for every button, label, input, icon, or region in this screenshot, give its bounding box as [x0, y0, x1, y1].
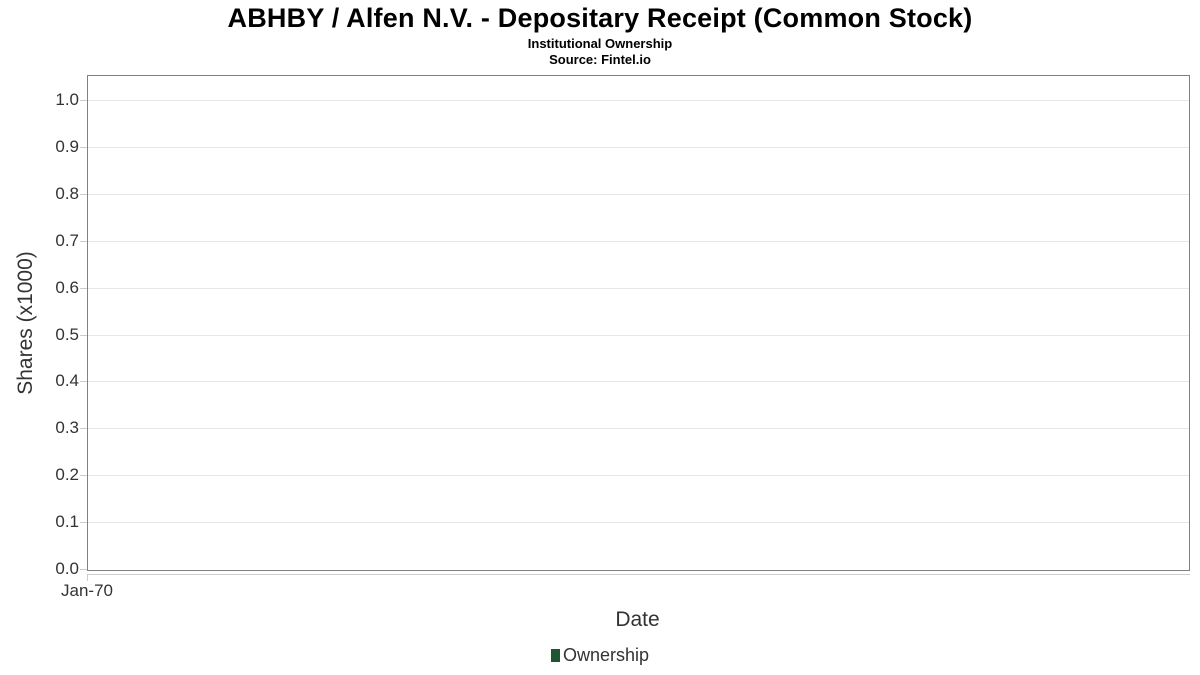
gridline-y-0.2: [88, 475, 1189, 477]
y-tick-mark: [80, 522, 87, 524]
gridline-y-0.4: [88, 381, 1189, 383]
y-tick-label: 1.0: [55, 90, 79, 109]
plot-area: [87, 75, 1190, 571]
x-tick-label: Jan-70: [61, 581, 113, 600]
y-tick-mark: [80, 240, 87, 242]
y-tick-label: 0.1: [55, 512, 79, 532]
y-tick-label: 0.2: [55, 465, 79, 485]
gridline-y-1.0: [88, 100, 1189, 101]
gridline-y-0.3: [88, 428, 1189, 430]
gridline-y-0.1: [88, 522, 1189, 524]
y-tick-mark: [80, 287, 87, 289]
legend: Ownership: [0, 645, 1200, 666]
y-tick-mark: [80, 475, 87, 477]
y-tick-label: 0.4: [55, 371, 79, 391]
y-tick-label: 0.7: [55, 230, 79, 250]
gridline-y-0.7: [88, 240, 1189, 242]
y-tick-label: 0.3: [55, 418, 79, 438]
legend-item-ownership[interactable]: Ownership: [550, 645, 650, 666]
y-tick-mark: [80, 334, 87, 336]
x-axis-line: [87, 574, 1190, 575]
y-tick-mark: [80, 381, 87, 383]
chart-subtitle: Institutional Ownership: [527, 36, 673, 51]
gridline-y-0.9: [88, 146, 1189, 148]
gridline-y-0.8: [88, 193, 1189, 195]
x-tick-mark: [87, 574, 88, 581]
gridline-y-0.5: [88, 334, 1189, 336]
legend-label: Ownership: [562, 645, 650, 665]
chart-title: ABHBY / Alfen N.V. - Depositary Receipt …: [227, 3, 973, 33]
legend-marker-square-icon: [550, 649, 560, 662]
y-tick-mark: [80, 193, 87, 195]
y-tick-mark: [80, 428, 87, 430]
y-tick-label: 0.5: [55, 324, 79, 344]
y-tick-label: 0.6: [55, 277, 79, 297]
y-tick-mark: [80, 100, 87, 101]
gridline-y-0.6: [88, 287, 1189, 289]
y-tick-label: 0.8: [55, 183, 79, 203]
y-tick-mark: [80, 146, 87, 148]
y-tick-label: 0.9: [55, 136, 79, 156]
y-tick-mark: [80, 569, 87, 570]
x-axis-label: Date: [615, 608, 660, 631]
chart-source: Source: Fintel.io: [549, 52, 651, 67]
y-tick-label: 0.0: [55, 559, 79, 578]
